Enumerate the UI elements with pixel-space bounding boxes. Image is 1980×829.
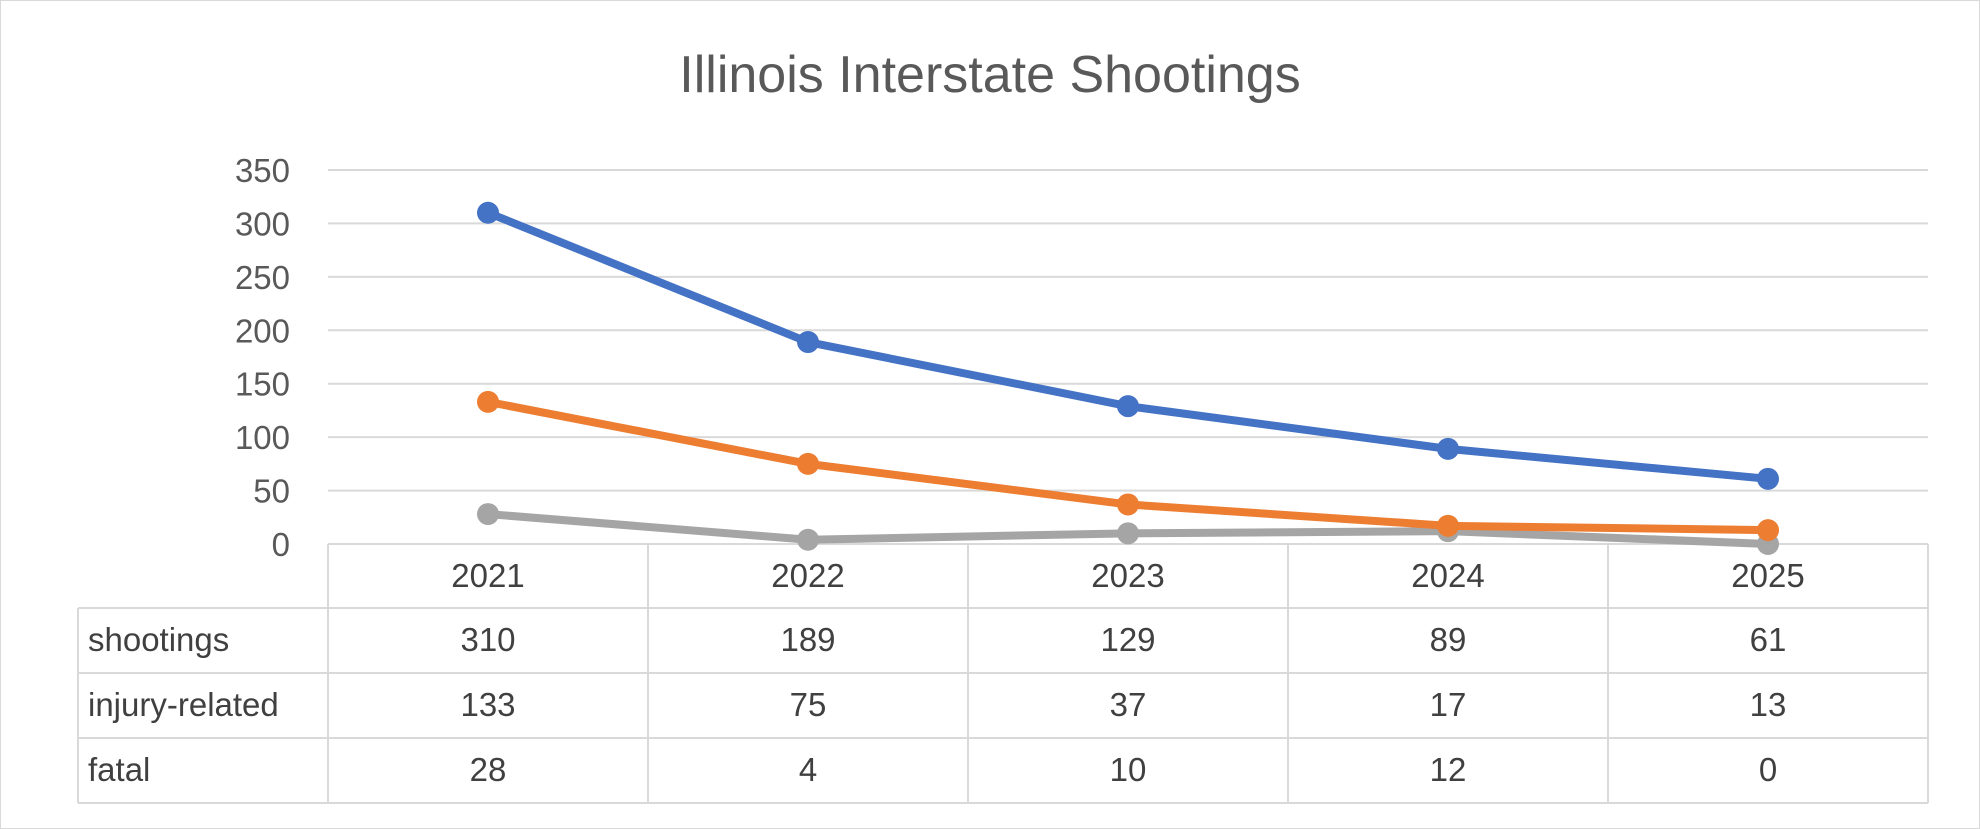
- data-point: [797, 528, 819, 551]
- data-point: [797, 452, 819, 475]
- x-tick-label: 2021: [451, 557, 524, 594]
- x-tick-label: 2022: [771, 557, 844, 594]
- series-name-label: fatal: [88, 751, 150, 788]
- data-table-cell: 133: [460, 686, 515, 723]
- data-table-cell: 13: [1750, 686, 1787, 723]
- data-table-cell: 28: [470, 751, 507, 788]
- y-tick-label: 250: [235, 259, 290, 296]
- series-name-label: shootings: [88, 621, 229, 658]
- data-table-cell: 17: [1430, 686, 1467, 723]
- chart-title: Illinois Interstate Shootings: [679, 46, 1300, 104]
- data-table-cell: 75: [790, 686, 827, 723]
- data-table-cell: 89: [1430, 621, 1467, 658]
- x-tick-label: 2023: [1091, 557, 1164, 594]
- y-tick-label: 150: [235, 366, 290, 403]
- data-point: [1437, 514, 1459, 537]
- data-point: [797, 331, 819, 354]
- y-tick-label: 350: [235, 152, 290, 189]
- data-point: [1757, 467, 1779, 490]
- data-table-cell: 61: [1750, 621, 1787, 658]
- data-point: [477, 390, 499, 413]
- data-point: [1757, 519, 1779, 542]
- y-tick-label: 50: [253, 473, 290, 510]
- y-tick-label: 200: [235, 312, 290, 349]
- data-point: [1117, 522, 1139, 545]
- x-tick-label: 2025: [1731, 557, 1804, 594]
- data-point: [477, 503, 499, 526]
- y-tick-label: 0: [272, 526, 290, 563]
- y-tick-label: 300: [235, 205, 290, 242]
- y-tick-label: 100: [235, 419, 290, 456]
- data-point: [1117, 395, 1139, 418]
- data-table-cell: 12: [1430, 751, 1467, 788]
- data-table-cell: 37: [1110, 686, 1147, 723]
- data-point: [1437, 437, 1459, 460]
- series-lines: [477, 201, 1779, 555]
- gridlines: [328, 169, 1928, 492]
- data-table-cell: 189: [780, 621, 835, 658]
- data-point: [1117, 493, 1139, 516]
- data-table-cell: 10: [1110, 751, 1147, 788]
- data-table-cell: 0: [1759, 751, 1777, 788]
- data-table-cell: 129: [1100, 621, 1155, 658]
- y-axis-ticks: 0 50 100 150 200 250 300 350: [235, 152, 290, 563]
- series-name-label: injury-related: [88, 686, 279, 723]
- data-table-cell: 310: [460, 621, 515, 658]
- x-tick-label: 2024: [1411, 557, 1484, 594]
- data-point: [477, 201, 499, 224]
- data-table-cell: 4: [799, 751, 817, 788]
- data-table: 2021 2022 2023 2024 2025 shootings 310 189 129 89…: [77, 543, 1929, 804]
